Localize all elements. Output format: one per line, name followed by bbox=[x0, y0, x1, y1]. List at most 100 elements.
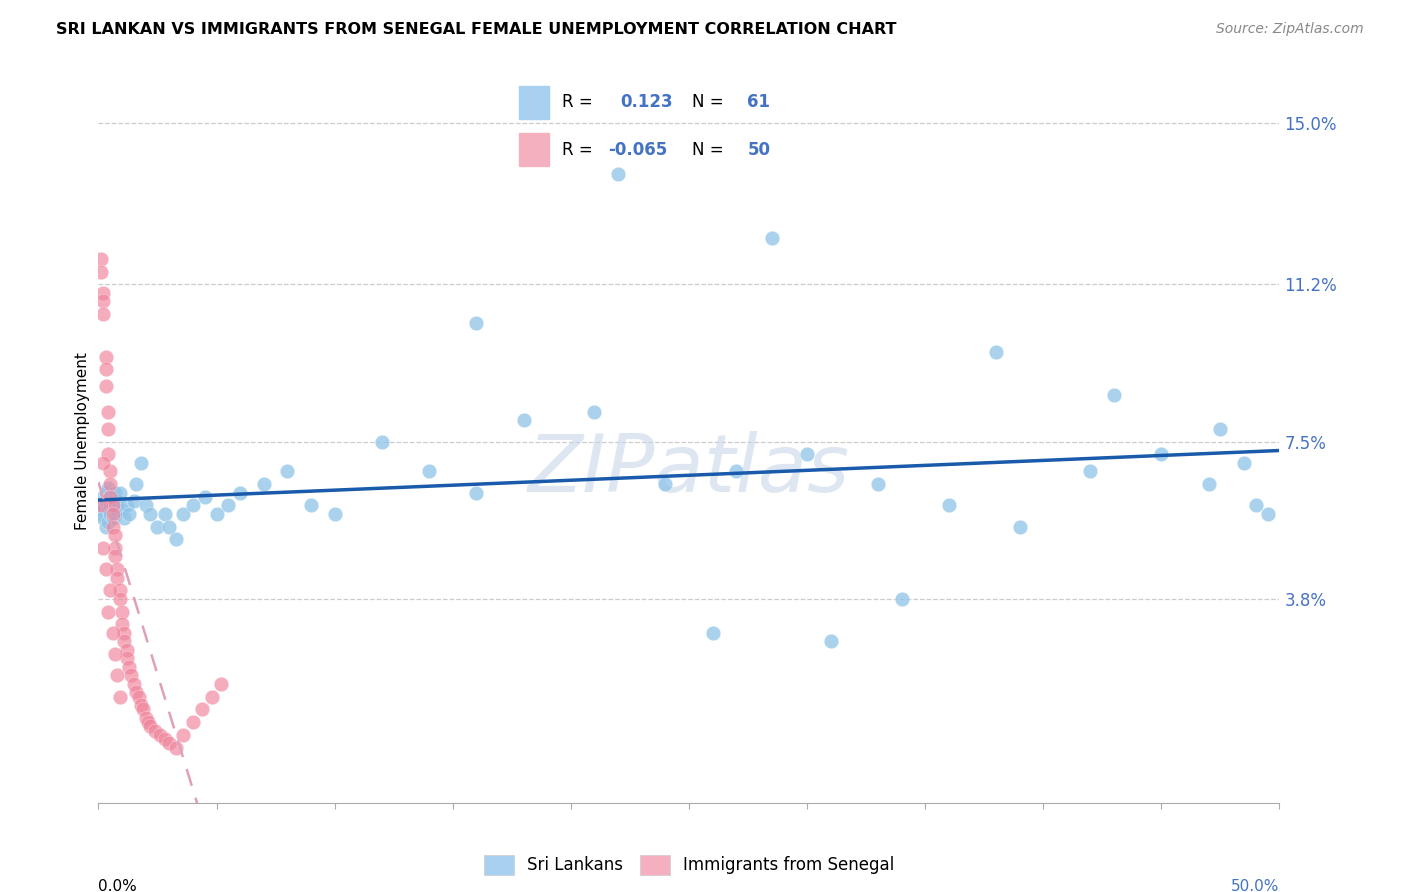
Point bbox=[153, 732, 176, 747]
Point bbox=[98, 583, 121, 598]
Point bbox=[984, 345, 1007, 359]
Text: R =: R = bbox=[562, 141, 592, 159]
Point bbox=[217, 498, 239, 512]
Point bbox=[654, 477, 676, 491]
Point bbox=[91, 511, 114, 525]
Point bbox=[104, 647, 127, 661]
Bar bbox=[519, 133, 550, 166]
Text: 61: 61 bbox=[748, 94, 770, 112]
Point bbox=[181, 714, 204, 729]
Point bbox=[796, 447, 818, 461]
Point bbox=[94, 362, 117, 376]
Point bbox=[105, 562, 128, 576]
Point bbox=[209, 677, 232, 691]
Point bbox=[583, 405, 606, 419]
Point bbox=[94, 350, 117, 364]
Point bbox=[132, 702, 155, 716]
Point bbox=[112, 511, 135, 525]
Point bbox=[1209, 422, 1232, 436]
Point bbox=[105, 494, 128, 508]
Point bbox=[101, 494, 124, 508]
Point bbox=[172, 728, 194, 742]
Point bbox=[1233, 456, 1256, 470]
Text: -0.065: -0.065 bbox=[609, 141, 668, 159]
Text: ZIPatlas: ZIPatlas bbox=[527, 432, 851, 509]
Point bbox=[98, 507, 121, 521]
Point bbox=[91, 294, 114, 309]
Point bbox=[97, 516, 120, 530]
Point bbox=[938, 498, 960, 512]
Point bbox=[108, 690, 131, 704]
Point bbox=[165, 740, 187, 755]
Point bbox=[115, 498, 138, 512]
Point bbox=[101, 498, 124, 512]
Point bbox=[1150, 447, 1173, 461]
Text: 0.0%: 0.0% bbox=[98, 880, 138, 892]
Point bbox=[143, 723, 166, 738]
Point bbox=[98, 490, 121, 504]
Point bbox=[157, 519, 180, 533]
Point bbox=[276, 464, 298, 478]
Point bbox=[105, 502, 128, 516]
Point bbox=[1102, 388, 1125, 402]
Point bbox=[112, 625, 135, 640]
Point bbox=[91, 541, 114, 555]
Point bbox=[98, 477, 121, 491]
Point bbox=[104, 485, 127, 500]
Point bbox=[512, 413, 534, 427]
Point bbox=[115, 651, 138, 665]
Point bbox=[125, 685, 148, 699]
Point bbox=[105, 570, 128, 584]
Point bbox=[121, 668, 143, 682]
Point bbox=[702, 625, 724, 640]
Point bbox=[94, 519, 117, 533]
Point bbox=[104, 541, 127, 555]
Point bbox=[98, 464, 121, 478]
Point bbox=[108, 591, 131, 606]
Point bbox=[94, 562, 117, 576]
Point bbox=[146, 519, 169, 533]
Point bbox=[299, 498, 322, 512]
Point bbox=[94, 379, 117, 393]
Point bbox=[172, 507, 194, 521]
Point bbox=[101, 507, 124, 521]
Point bbox=[165, 533, 187, 547]
Point bbox=[465, 316, 488, 330]
Point bbox=[1198, 477, 1220, 491]
Point bbox=[104, 498, 127, 512]
Point bbox=[91, 490, 114, 504]
Point bbox=[90, 498, 112, 512]
Point bbox=[153, 507, 176, 521]
Point bbox=[1080, 464, 1102, 478]
Text: N =: N = bbox=[692, 141, 723, 159]
Point bbox=[97, 447, 120, 461]
Point bbox=[108, 583, 131, 598]
Point bbox=[135, 498, 157, 512]
Point bbox=[91, 307, 114, 321]
Point bbox=[1244, 498, 1267, 512]
Point bbox=[90, 498, 112, 512]
Point bbox=[139, 719, 162, 733]
Y-axis label: Female Unemployment: Female Unemployment bbox=[75, 352, 90, 531]
Point bbox=[122, 677, 145, 691]
Text: Source: ZipAtlas.com: Source: ZipAtlas.com bbox=[1216, 22, 1364, 37]
Point bbox=[118, 507, 141, 521]
Point bbox=[111, 605, 134, 619]
Point bbox=[607, 167, 630, 181]
Point bbox=[418, 464, 440, 478]
Point bbox=[101, 511, 124, 525]
Point bbox=[112, 634, 135, 648]
Text: SRI LANKAN VS IMMIGRANTS FROM SENEGAL FEMALE UNEMPLOYMENT CORRELATION CHART: SRI LANKAN VS IMMIGRANTS FROM SENEGAL FE… bbox=[56, 22, 897, 37]
Legend: Sri Lankans, Immigrants from Senegal: Sri Lankans, Immigrants from Senegal bbox=[477, 848, 901, 881]
Point bbox=[890, 591, 912, 606]
Point bbox=[1008, 519, 1031, 533]
Text: N =: N = bbox=[692, 94, 723, 112]
Point bbox=[111, 617, 134, 632]
Text: 50: 50 bbox=[748, 141, 770, 159]
Point bbox=[111, 502, 134, 516]
Point bbox=[820, 634, 842, 648]
Point bbox=[136, 714, 159, 729]
Point bbox=[104, 549, 127, 564]
Point bbox=[90, 507, 112, 521]
Point bbox=[101, 625, 124, 640]
